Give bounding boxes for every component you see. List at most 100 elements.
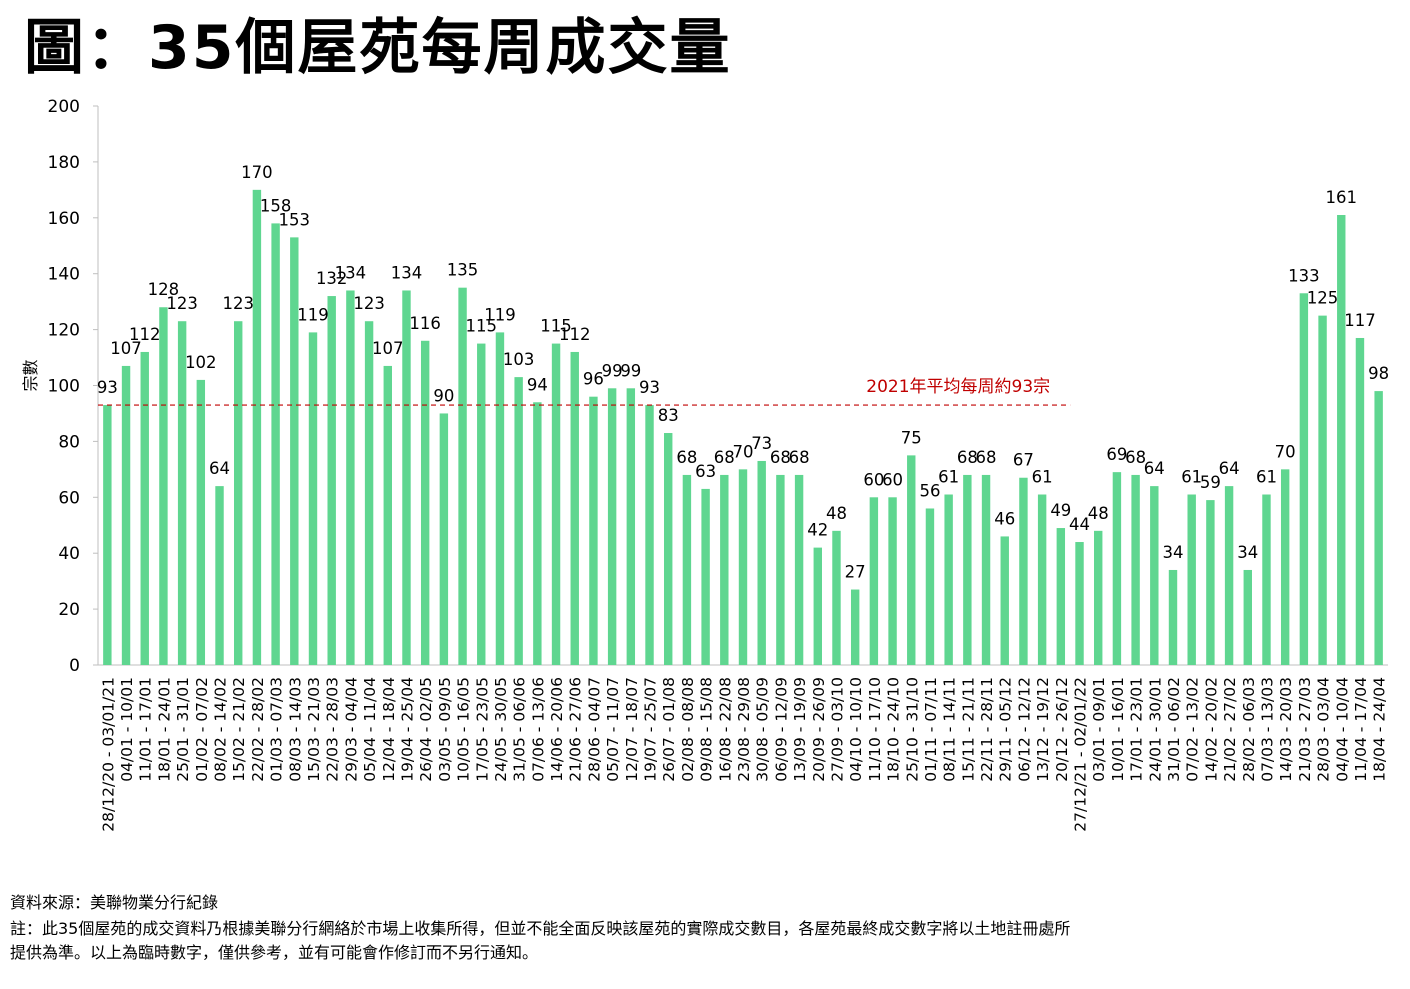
bar-value-label: 93: [639, 378, 660, 397]
x-tick-label: 13/09 - 19/09: [791, 677, 809, 782]
bar-value-label: 134: [335, 263, 367, 282]
x-tick-label: 05/07 - 11/07: [604, 677, 622, 782]
bar-value-label: 134: [391, 263, 423, 282]
bar-value-label: 67: [1013, 451, 1034, 470]
bar: [364, 321, 374, 665]
bar: [738, 469, 748, 665]
bar-value-label: 60: [882, 470, 903, 489]
bar: [477, 343, 486, 665]
x-axis-tick-labels: 28/12/20 - 03/01/21 04/01 - 10/01 11/01 - …: [99, 677, 1388, 832]
bar-value-label: 115: [466, 317, 498, 336]
bar-value-label: 123: [166, 294, 198, 313]
x-tick-label: 21/03 - 27/03: [1296, 677, 1314, 782]
bar: [1224, 486, 1234, 665]
y-tick-label: 140: [48, 265, 80, 285]
bar: [981, 474, 991, 665]
bar-value-label: 63: [695, 462, 716, 481]
bar-value-label: 112: [129, 325, 161, 344]
x-tick-label: 28/03 - 03/04: [1315, 677, 1333, 782]
bar-value-label: 61: [1181, 468, 1202, 487]
bar-value-label: 44: [1069, 515, 1090, 534]
bar: [1112, 472, 1122, 665]
bar-value-label: 34: [1237, 543, 1258, 562]
x-tick-label: 07/02 - 13/02: [1184, 677, 1202, 782]
x-tick-label: 17/05 - 23/05: [473, 677, 491, 782]
bar-value-label: 48: [1088, 504, 1109, 523]
bar: [1280, 469, 1290, 665]
bar-value-label: 116: [409, 314, 441, 333]
bar-value-label: 99: [620, 361, 641, 380]
bar-value-label: 125: [1307, 289, 1339, 308]
bar: [570, 351, 579, 665]
bar: [327, 296, 336, 665]
x-tick-label: 07/06 - 13/06: [529, 677, 547, 782]
x-tick-label: 02/08 - 08/08: [679, 677, 697, 782]
bar: [383, 365, 392, 665]
x-tick-label: 14/03 - 20/03: [1277, 677, 1295, 782]
x-tick-label: 01/03 - 07/03: [268, 677, 286, 782]
x-tick-label: 28/12/20 - 03/01/21: [99, 677, 117, 832]
bar-value-label: 56: [919, 481, 940, 500]
bar: [533, 402, 542, 665]
bar-value-label: 102: [185, 353, 217, 372]
x-tick-label: 12/07 - 18/07: [623, 677, 641, 782]
bar-value-label: 70: [1275, 442, 1296, 461]
bar: [1168, 569, 1178, 665]
bar: [888, 497, 897, 665]
bar-value-label: 68: [770, 448, 791, 467]
bar: [925, 508, 935, 665]
bar: [1019, 477, 1028, 665]
x-tick-label: 04/10 - 10/10: [847, 677, 865, 782]
chart-bars: [103, 189, 1383, 666]
bar: [682, 474, 692, 665]
bar: [589, 396, 598, 665]
x-tick-label: 27/12/21 - 02/01/22: [1072, 677, 1090, 832]
bar: [1075, 542, 1084, 665]
bar: [420, 340, 430, 665]
x-tick-label: 29/11 - 05/12: [997, 677, 1015, 782]
bar: [1243, 569, 1252, 665]
y-tick-label: 180: [48, 153, 80, 173]
bar-value-label: 48: [826, 504, 847, 523]
bar: [869, 497, 879, 665]
x-tick-label: 26/04 - 02/05: [417, 677, 435, 782]
x-tick-label: 18/04 - 24/04: [1371, 677, 1389, 782]
bar: [1337, 215, 1346, 665]
x-tick-label: 06/12 - 12/12: [1015, 677, 1033, 782]
bar: [813, 547, 822, 665]
x-tick-label: 25/01 - 31/01: [174, 677, 192, 782]
bar-value-label: 68: [976, 448, 997, 467]
bar: [1056, 528, 1066, 665]
bar: [626, 388, 636, 665]
x-tick-label: 08/02 - 14/02: [212, 677, 230, 782]
bar-value-label: 68: [957, 448, 978, 467]
bar-value-label: 107: [372, 339, 404, 358]
bar: [850, 589, 860, 665]
bar-value-label: 123: [353, 294, 385, 313]
x-tick-label: 14/02 - 20/02: [1202, 677, 1220, 782]
bar-value-label: 68: [1125, 448, 1146, 467]
x-tick-label: 03/01 - 09/01: [1090, 677, 1108, 782]
bar: [794, 474, 804, 665]
bar-value-label: 68: [789, 448, 810, 467]
average-reference-label: 2021年平均每周約93宗: [866, 377, 1050, 397]
x-tick-label: 04/04 - 10/04: [1333, 677, 1351, 782]
bar-value-label: 59: [1200, 473, 1221, 492]
chart-data-labels: 9310711212812310264123170158153119132134…: [97, 163, 1389, 582]
bar: [907, 455, 916, 665]
x-tick-label: 03/05 - 09/05: [436, 677, 454, 782]
bar-value-label: 96: [583, 370, 604, 389]
disclaimer-line-2: 提供為準。以上為臨時數字，僅供參考，並有可能會作修訂而不另行通知。: [10, 943, 539, 962]
bar: [1131, 474, 1140, 665]
bar-value-label: 98: [1368, 364, 1389, 383]
bar-value-label: 27: [845, 563, 866, 582]
x-tick-label: 14/06 - 20/06: [548, 677, 566, 782]
bar: [1037, 494, 1047, 665]
bar-value-label: 90: [433, 386, 454, 405]
bar-value-label: 153: [279, 210, 311, 229]
x-tick-label: 22/11 - 28/11: [978, 677, 996, 782]
bar: [832, 530, 841, 665]
x-tick-label: 10/01 - 16/01: [1109, 677, 1127, 782]
bar-value-label: 49: [1050, 501, 1071, 520]
